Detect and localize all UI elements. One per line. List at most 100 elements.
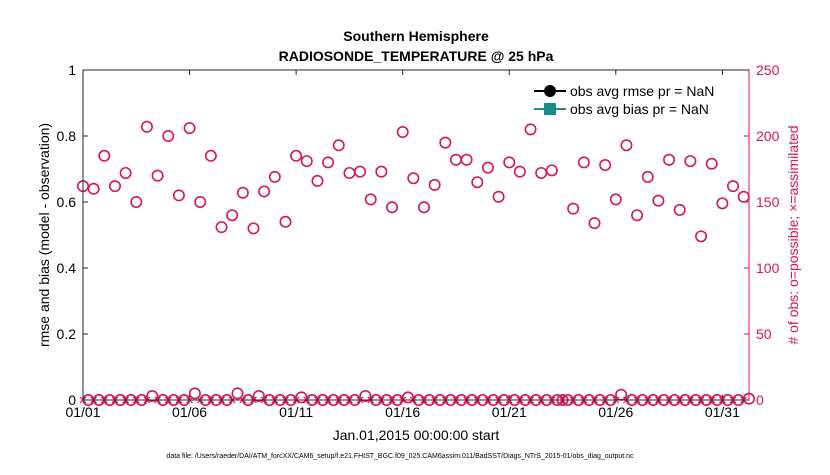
possible-obs-marker: [258, 185, 271, 198]
y-tick-label: 0: [68, 392, 76, 408]
possible-obs-marker: [620, 139, 633, 152]
y-axis-label: rmse and bias (model - observation): [36, 123, 52, 347]
possible-obs-marker: [641, 170, 654, 183]
possible-obs-marker: [705, 157, 718, 170]
y-tick-label: 0.2: [57, 326, 77, 342]
possible-obs-marker: [226, 209, 239, 222]
right-y-tick-label: 250: [756, 62, 780, 78]
possible-obs-marker: [535, 166, 548, 179]
possible-obs-marker: [162, 130, 175, 143]
x-tick-label: 01/16: [385, 404, 420, 420]
possible-obs-marker: [183, 122, 196, 135]
right-y-tick-label: 0: [756, 392, 764, 408]
possible-obs-marker: [428, 178, 441, 191]
legend-rmse-label: obs avg rmse pr = NaN: [570, 83, 714, 99]
right-y-axis-label: # of obs: o=possible; ×=assimilated: [785, 125, 801, 344]
x-tick-label: 01/11: [279, 404, 313, 420]
x-tick-label: 01/21: [492, 404, 527, 420]
possible-obs-marker: [460, 153, 473, 166]
possible-obs-marker: [402, 391, 415, 404]
chart-title: Southern Hemisphere: [343, 28, 489, 44]
y-tick-label: 0.8: [57, 128, 77, 144]
possible-obs-marker: [98, 149, 111, 162]
x-tick-label: 01/06: [172, 404, 207, 420]
possible-obs-marker: [188, 387, 201, 400]
possible-obs-marker: [172, 189, 185, 202]
plot-background: [83, 70, 749, 400]
possible-obs-marker: [151, 169, 164, 182]
possible-obs-marker: [513, 165, 526, 178]
possible-obs-marker: [354, 165, 367, 178]
possible-obs-marker: [631, 209, 644, 222]
possible-obs-marker: [359, 390, 372, 403]
possible-obs-marker: [252, 390, 265, 403]
legend-bias-label: obs avg bias pr = NaN: [570, 101, 709, 117]
possible-obs-marker: [652, 194, 665, 207]
possible-obs-marker: [140, 120, 153, 133]
possible-obs-marker: [727, 180, 740, 193]
possible-obs-marker: [695, 230, 708, 243]
possible-obs-marker: [417, 201, 430, 214]
right-y-tick-label: 50: [756, 326, 772, 342]
possible-obs-marker: [673, 203, 686, 216]
possible-obs-marker: [130, 196, 143, 209]
possible-obs-marker: [322, 156, 335, 169]
chart-subtitle: RADIOSONDE_TEMPERATURE @ 25 hPa: [279, 48, 554, 64]
possible-obs-marker: [108, 180, 121, 193]
legend-bias-marker: [544, 103, 556, 115]
y-tick-label: 0.4: [57, 260, 77, 276]
possible-obs-marker: [87, 182, 100, 195]
possible-obs-marker: [290, 149, 303, 162]
legend-background: [530, 80, 736, 118]
possible-obs-marker: [146, 390, 159, 403]
possible-obs-marker: [567, 202, 580, 215]
possible-obs-marker: [386, 201, 399, 214]
possible-obs-marker: [545, 164, 558, 177]
possible-obs-marker: [588, 217, 601, 230]
possible-obs-marker: [396, 126, 409, 139]
possible-obs-marker: [231, 387, 244, 400]
possible-obs-marker: [215, 221, 228, 234]
possible-obs-marker: [204, 149, 217, 162]
possible-obs-marker: [524, 123, 537, 136]
possible-obs-marker: [236, 186, 249, 199]
possible-obs-marker: [481, 161, 494, 174]
possible-obs-marker: [364, 193, 377, 206]
legend-rmse-marker: [544, 85, 556, 97]
right-y-tick-label: 150: [756, 194, 780, 210]
possible-obs-marker: [471, 176, 484, 189]
possible-obs-marker: [119, 166, 132, 179]
possible-obs-marker: [375, 165, 388, 178]
possible-obs-marker: [300, 155, 313, 168]
possible-obs-marker: [439, 136, 452, 149]
possible-obs-marker: [268, 170, 281, 183]
legend: obs avg rmse pr = NaN obs avg bias pr = …: [530, 80, 736, 118]
possible-obs-marker: [663, 153, 676, 166]
possible-obs-marker: [716, 197, 729, 210]
possible-obs-marker: [609, 193, 622, 206]
possible-obs-marker: [503, 156, 516, 169]
possible-obs-marker: [332, 139, 345, 152]
right-y-tick-label: 200: [756, 128, 780, 144]
x-axis-label: Jan.01,2015 00:00:00 start: [333, 427, 500, 443]
x-tick-label: 01/26: [598, 404, 633, 420]
axis-labels: 01/01 01/06 01/11 01/16 01/21 01/26 01/31 0 0.2 0…: [57, 62, 780, 420]
x-tick-label: 01/31: [705, 404, 740, 420]
y-tick-label: 0.6: [57, 194, 77, 210]
possible-obs-marker: [407, 172, 420, 185]
possible-obs-marker: [684, 155, 697, 168]
possible-obs-marker: [599, 159, 612, 172]
possible-obs-marker: [295, 391, 308, 404]
x-tick-label: 01/01: [65, 404, 100, 420]
y-tick-label: 1: [68, 62, 76, 78]
right-y-tick-label: 100: [756, 260, 780, 276]
possible-obs-marker: [311, 174, 324, 187]
possible-obs-marker: [279, 215, 292, 228]
possible-obs-marker: [247, 222, 260, 235]
possible-obs-marker: [194, 196, 207, 209]
possible-obs-marker: [577, 156, 590, 169]
possible-obs-marker: [492, 190, 505, 203]
footnote: data file: /Users/raeder/DAI/ATM_forcXX/…: [166, 453, 634, 460]
